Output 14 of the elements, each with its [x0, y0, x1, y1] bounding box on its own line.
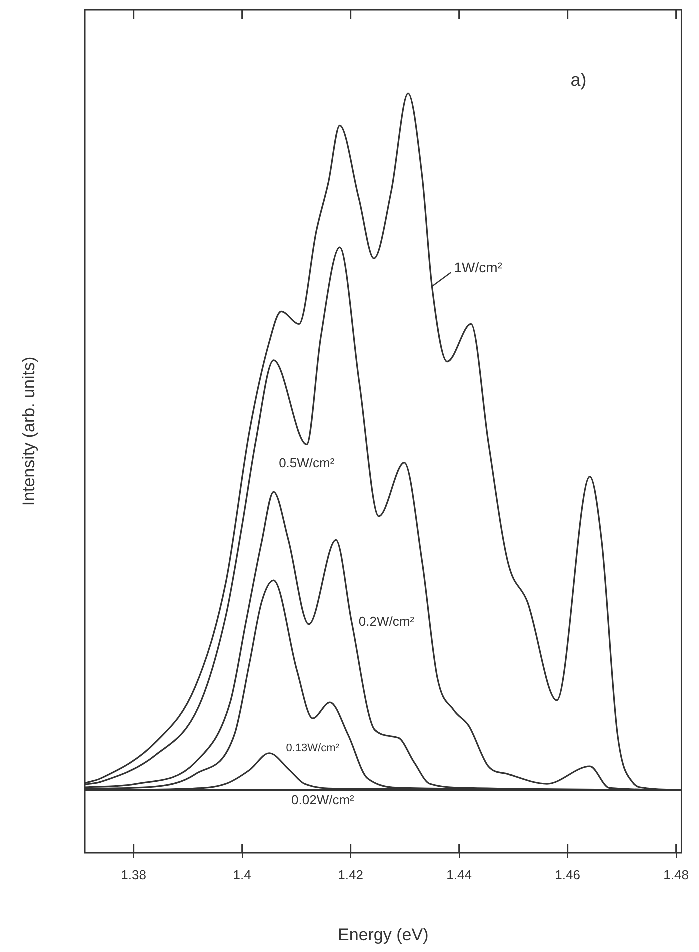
- series-label: 1W/cm²: [454, 259, 503, 276]
- series-label: 0.5W/cm²: [279, 455, 336, 470]
- series-label: 0.02W/cm²: [292, 792, 356, 808]
- x-tick-label: 1.48: [664, 867, 689, 882]
- x-tick-label: 1.42: [338, 867, 364, 882]
- x-tick-label: 1.46: [555, 867, 580, 882]
- x-axis-title: Energy (eV): [338, 925, 429, 944]
- y-axis-title: Intensity (arb. units): [20, 356, 39, 506]
- x-tick-label: 1.38: [121, 867, 146, 882]
- x-tick-label: 1.4: [233, 867, 252, 882]
- x-tick-label: 1.44: [446, 867, 472, 882]
- text: a): [570, 70, 587, 90]
- series-label: 0.2W/cm²: [358, 614, 416, 629]
- series-label: 0.13W/cm²: [286, 742, 340, 755]
